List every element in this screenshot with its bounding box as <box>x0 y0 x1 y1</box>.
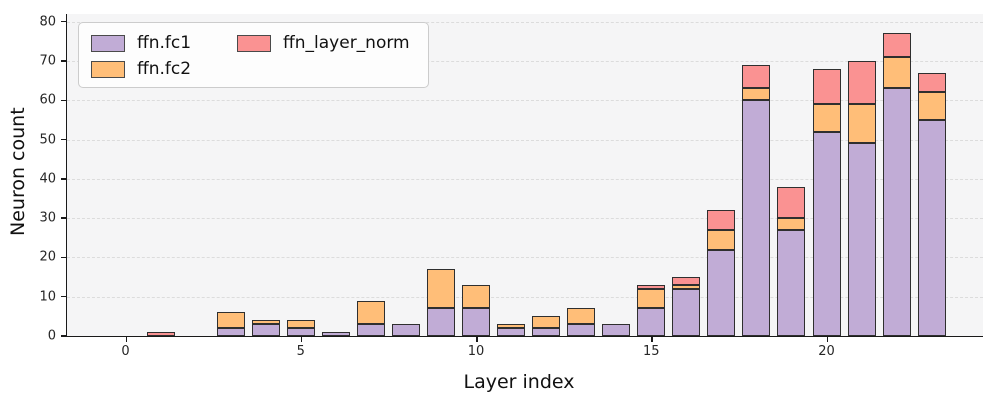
bar-segment-ffn-fc1 <box>777 229 806 336</box>
bar-segment-ffn-layer-norm <box>812 68 841 105</box>
x-tick-mark <box>300 337 303 342</box>
legend-item-ffn-layer-norm: ffn_layer_norm <box>237 33 410 53</box>
y-tick-label: 40 <box>39 171 56 187</box>
bar-segment-ffn-fc1 <box>567 324 596 336</box>
gridline-y-40 <box>67 178 983 180</box>
legend-swatch-icon <box>91 34 125 52</box>
bar-segment-ffn-fc1 <box>637 308 666 336</box>
y-tick-mark <box>61 256 66 259</box>
x-tick-mark <box>651 337 653 342</box>
bar-segment-ffn-layer-norm <box>742 64 771 89</box>
gridline-y-30 <box>67 218 983 220</box>
legend-item-ffn-fc1: ffn.fc1 <box>91 33 191 53</box>
gridline-y-10 <box>67 296 983 298</box>
bar-segment-ffn-fc2 <box>917 92 946 120</box>
x-tick-label: 15 <box>642 344 660 359</box>
y-tick-mark <box>61 217 66 219</box>
legend-swatch-icon <box>237 34 272 52</box>
y-tick-label: 30 <box>39 210 56 226</box>
bar-segment-ffn-fc1 <box>812 131 841 336</box>
bar-segment-ffn-fc2 <box>777 218 806 230</box>
bar-segment-ffn-fc1 <box>882 88 911 336</box>
y-tick-mark <box>61 138 66 141</box>
bar-segment-ffn-fc1 <box>847 143 876 336</box>
bar-segment-ffn-fc2 <box>462 284 490 309</box>
bar-segment-ffn-fc2 <box>216 312 245 329</box>
bar-segment-ffn-fc2 <box>707 229 736 250</box>
bar-segment-ffn-layer-norm <box>637 284 666 289</box>
y-tick-mark <box>61 335 66 337</box>
y-tick-label: 50 <box>39 132 56 148</box>
y-tick-label: 60 <box>39 92 56 108</box>
bar-segment-ffn-fc1 <box>497 328 526 336</box>
x-tick-mark <box>476 337 478 342</box>
x-tick-mark <box>125 337 127 342</box>
y-tick-mark <box>61 295 66 298</box>
gridline-y-50 <box>67 139 983 141</box>
bar-segment-ffn-layer-norm <box>146 332 175 336</box>
bar-segment-ffn-fc1 <box>742 100 771 336</box>
bar-segment-ffn-layer-norm <box>917 72 946 93</box>
legend-label: ffn.fc1 <box>137 33 192 53</box>
y-tick-label: 80 <box>39 14 56 30</box>
y-tick-mark <box>61 60 66 62</box>
bar-segment-ffn-fc1 <box>391 324 420 336</box>
bar-segment-ffn-layer-norm <box>777 186 806 219</box>
y-tick-mark <box>61 99 66 102</box>
bar-segment-ffn-fc1 <box>251 324 280 336</box>
bar-segment-ffn-fc2 <box>286 320 315 329</box>
bar-segment-ffn-fc1 <box>707 249 736 336</box>
x-axis-label: Layer index <box>463 371 575 393</box>
y-tick-label: 10 <box>39 289 56 305</box>
bar-segment-ffn-fc2 <box>882 57 911 89</box>
bar-segment-ffn-fc2 <box>672 284 701 289</box>
bar-segment-ffn-layer-norm <box>672 277 701 285</box>
bar-segment-ffn-layer-norm <box>847 60 876 105</box>
y-tick-label: 0 <box>47 328 56 344</box>
bar-segment-ffn-fc2 <box>251 320 280 325</box>
gridline-y-20 <box>67 257 983 259</box>
bar-segment-ffn-fc2 <box>637 288 666 309</box>
x-tick-mark <box>826 337 828 342</box>
bar-segment-ffn-layer-norm <box>707 210 736 230</box>
bar-segment-ffn-fc1 <box>917 119 946 336</box>
x-tick-label: 10 <box>467 344 485 359</box>
bar-segment-ffn-fc2 <box>426 269 455 309</box>
bar-segment-ffn-fc1 <box>426 308 455 336</box>
y-tick-label: 20 <box>39 249 56 265</box>
bar-segment-ffn-fc2 <box>847 104 876 144</box>
bar-segment-ffn-layer-norm <box>882 33 911 58</box>
bar-segment-ffn-fc2 <box>812 104 841 132</box>
y-tick-mark <box>61 20 66 23</box>
bar-segment-ffn-fc2 <box>742 88 771 101</box>
bar-segment-ffn-fc1 <box>602 324 631 336</box>
bar-segment-ffn-fc1 <box>356 324 385 336</box>
legend-item-ffn-fc2: ffn.fc2 <box>91 59 191 79</box>
bar-segment-ffn-fc2 <box>567 308 596 325</box>
x-tick-label: 20 <box>818 344 835 359</box>
bar-segment-ffn-fc1 <box>462 308 490 336</box>
bar-segment-ffn-fc2 <box>356 300 385 325</box>
bar-segment-ffn-fc2 <box>532 316 561 329</box>
legend-swatch-icon <box>91 60 125 78</box>
bar-segment-ffn-fc1 <box>532 328 561 336</box>
gridline-y-80 <box>67 21 983 23</box>
bar-segment-ffn-fc2 <box>497 324 526 329</box>
bar-segment-ffn-fc1 <box>216 328 245 336</box>
bar-segment-ffn-fc1 <box>321 332 350 336</box>
legend: ffn.fc1 ffn.fc2 ffn_layer_norm <box>78 22 429 88</box>
legend-label: ffn.fc2 <box>137 59 192 79</box>
y-tick-mark <box>61 178 66 180</box>
gridline-y-60 <box>67 100 983 102</box>
x-tick-label: 0 <box>121 344 130 359</box>
bar-segment-ffn-fc1 <box>672 288 701 336</box>
y-tick-label: 70 <box>39 53 56 69</box>
bar-segment-ffn-fc1 <box>286 328 315 336</box>
legend-label: ffn_layer_norm <box>283 33 410 53</box>
x-tick-label: 5 <box>296 344 305 359</box>
gridline-y-70 <box>67 60 983 62</box>
